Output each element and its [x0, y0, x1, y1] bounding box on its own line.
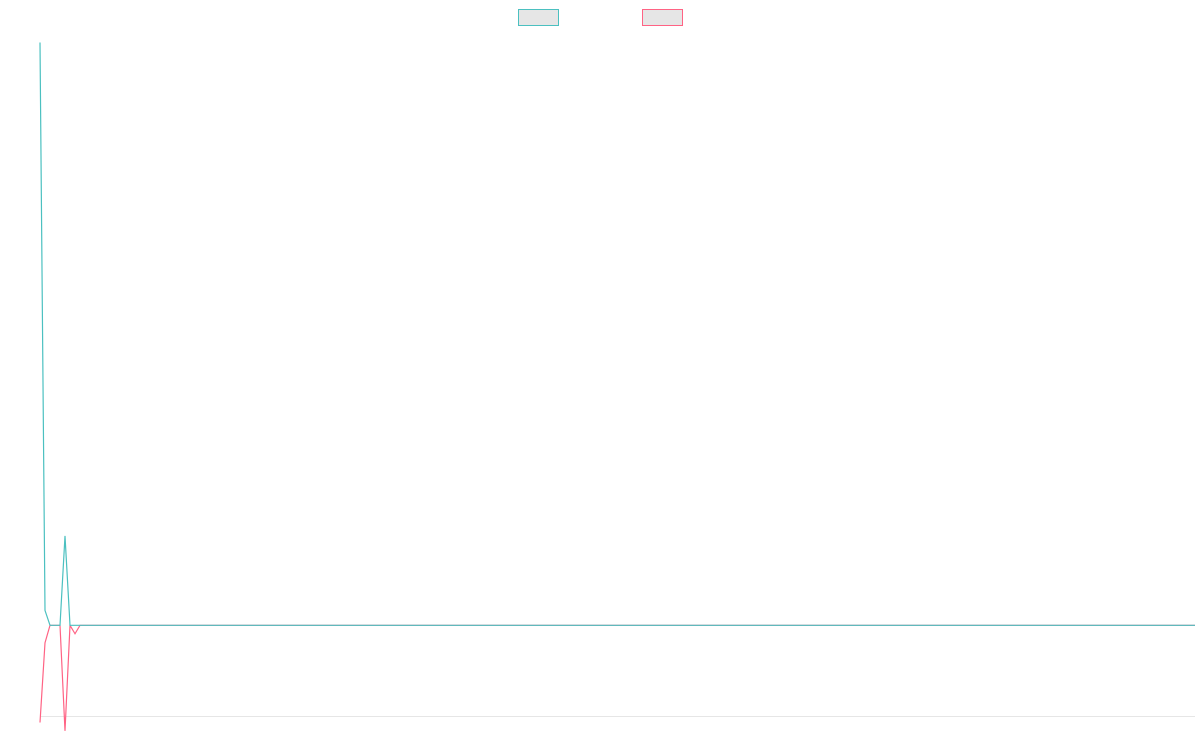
series-layer	[39, 42, 1195, 731]
legend-item-1[interactable]	[518, 9, 559, 26]
series-line-1	[39, 42, 1195, 626]
legend	[518, 9, 683, 26]
legend-item-2[interactable]	[642, 9, 683, 26]
series-line-2	[39, 623, 1195, 731]
legend-swatch-1[interactable]	[518, 9, 559, 26]
legend-swatch-2[interactable]	[642, 9, 683, 26]
